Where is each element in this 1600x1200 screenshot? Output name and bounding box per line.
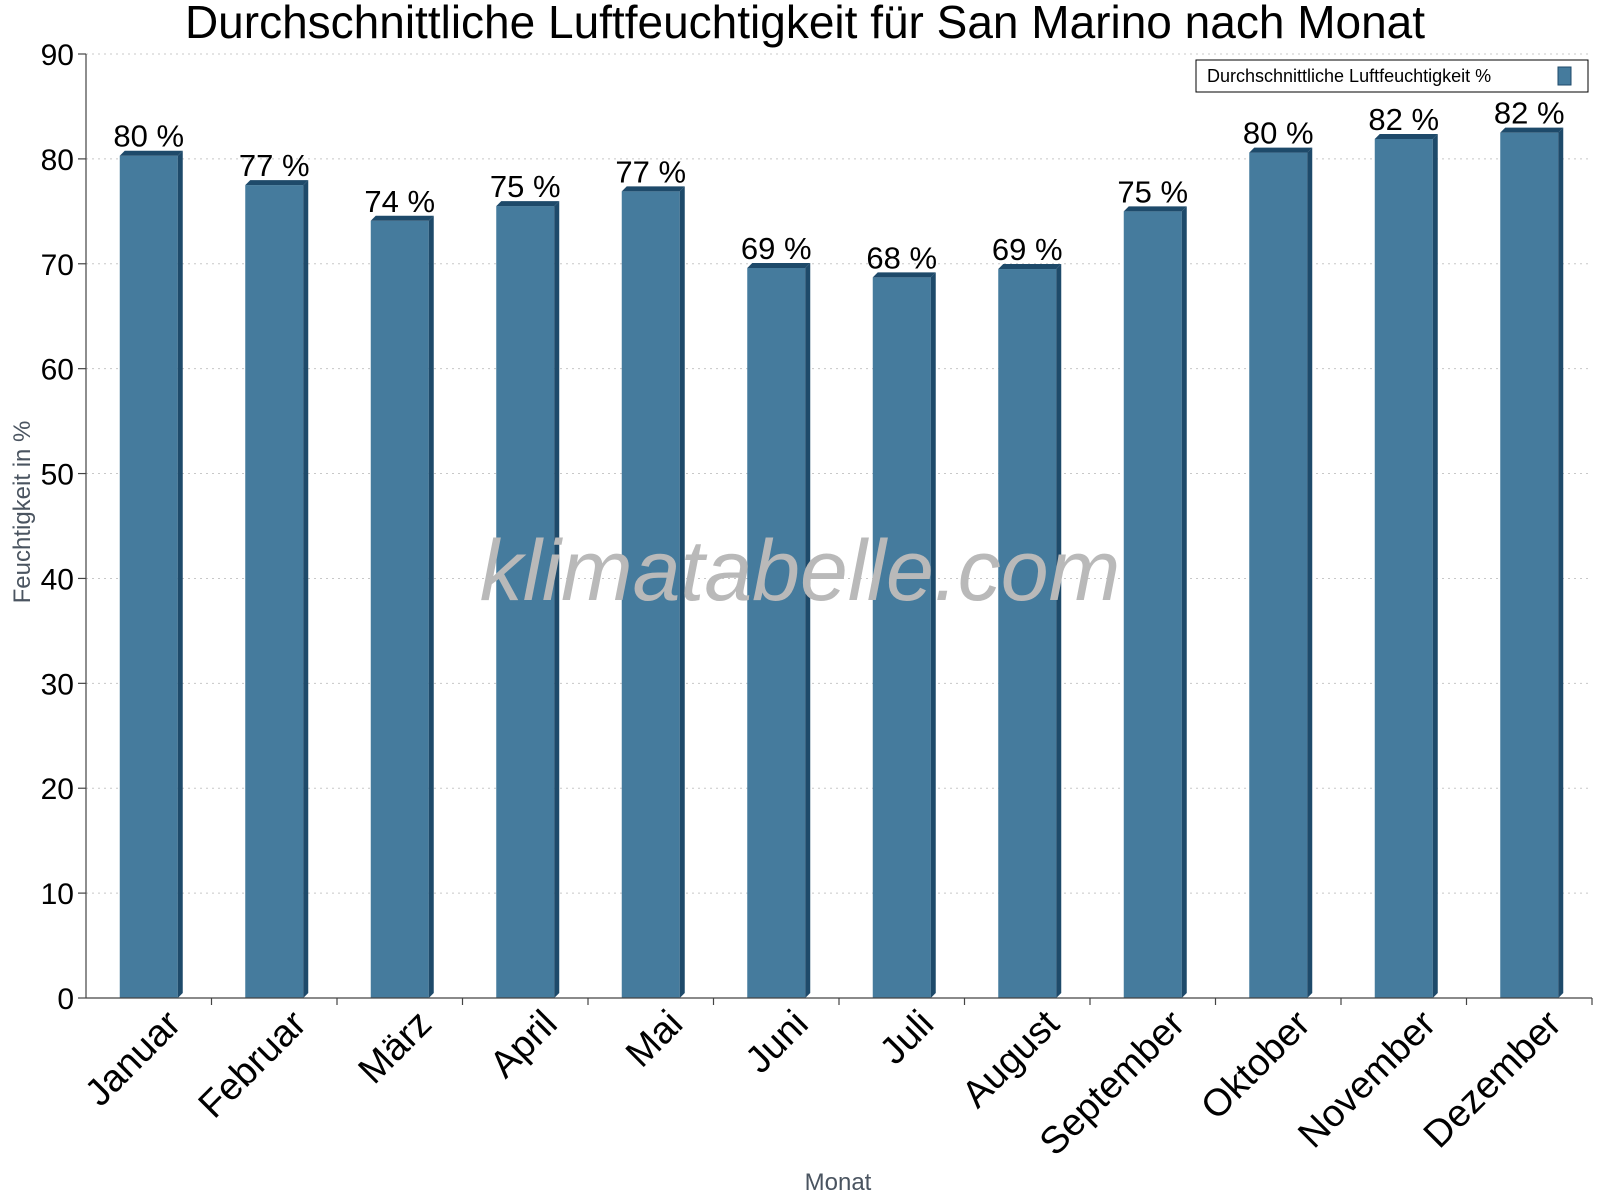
legend-label: Durchschnittliche Luftfeuchtigkeit % [1207, 66, 1491, 86]
x-axis-title: Monat [805, 1169, 872, 1196]
axis-layer: 0 10 20 30 40 50 60 70 80 90 [41, 39, 1593, 1016]
data-label: 75 % [490, 169, 561, 204]
bar-top [245, 180, 309, 186]
bar-side [1181, 206, 1187, 999]
bar-top [621, 186, 685, 192]
bar-side [679, 186, 685, 999]
data-label: 77 % [239, 148, 310, 183]
bar [621, 191, 680, 999]
bar-side [1307, 147, 1313, 998]
x-tick-label: Januar [77, 1002, 189, 1114]
bar-top [747, 262, 811, 268]
bar [872, 277, 931, 998]
bar-layer [119, 127, 1564, 999]
legend-swatch [1557, 66, 1572, 86]
data-label: 82 % [1494, 96, 1565, 131]
bar-side [177, 150, 183, 999]
bar [119, 155, 178, 999]
watermark: klimatabelle.com [480, 523, 1120, 619]
bar-top [119, 150, 183, 156]
bar-top [496, 201, 560, 207]
bar [370, 220, 429, 999]
bar-side [1558, 127, 1564, 998]
y-tick-label: 0 [57, 983, 74, 1016]
data-label: 80 % [1243, 116, 1314, 151]
x-tick-label: Juli [872, 1003, 942, 1073]
bar-side [1056, 264, 1062, 998]
data-label: 69 % [741, 231, 812, 266]
data-label: 74 % [364, 184, 435, 219]
y-axis-title: Feuchtigkeit in % [9, 421, 36, 604]
grid-layer [86, 53, 1592, 894]
bar [496, 206, 555, 999]
y-tick-label: 60 [41, 354, 74, 387]
bar-top [1123, 206, 1187, 212]
x-tick-label: Mai [618, 1003, 691, 1076]
bar-side [554, 201, 560, 999]
y-tick-label: 40 [41, 563, 74, 596]
bar-side [1432, 133, 1438, 998]
data-label: 69 % [992, 232, 1063, 267]
bar [1249, 152, 1308, 998]
bar-top [1500, 127, 1564, 133]
data-label: 82 % [1368, 102, 1439, 137]
y-tick-label: 80 [41, 144, 74, 177]
bar-top [1374, 133, 1438, 139]
data-label: 68 % [866, 240, 937, 275]
y-tick-label: 10 [41, 878, 74, 911]
y-tick-label: 90 [41, 39, 74, 72]
x-tick-label: März [351, 1003, 440, 1092]
bar [1374, 138, 1433, 998]
bar-top [998, 264, 1062, 270]
data-label: 80 % [113, 119, 184, 154]
data-label: 77 % [615, 154, 686, 189]
bar-side [428, 215, 434, 999]
y-tick-label: 50 [41, 459, 74, 492]
x-tick-label: August [954, 1002, 1068, 1116]
bar [245, 185, 304, 999]
x-tick-label: Dezember [1416, 1002, 1570, 1156]
legend-box [1195, 59, 1589, 93]
data-label: 75 % [1117, 174, 1188, 209]
bar-top [370, 215, 434, 221]
bar-top [872, 272, 936, 278]
bar [747, 267, 806, 998]
y-tick-label: 30 [41, 668, 74, 701]
bar [1500, 132, 1559, 998]
bar-side [303, 180, 309, 999]
bar [998, 269, 1057, 998]
x-tick-label: April [482, 1003, 565, 1086]
x-tick-label: Juni [738, 1003, 817, 1082]
chart-title: Durchschnittliche Luftfeuchtigkeit für S… [185, 0, 1425, 48]
y-tick-label: 20 [41, 773, 74, 806]
x-tick-label: Februar [191, 1002, 315, 1126]
y-tick-label: 70 [41, 249, 74, 282]
bar-side [930, 272, 936, 998]
legend: Durchschnittliche Luftfeuchtigkeit % [1195, 59, 1589, 93]
bar-top [1249, 147, 1313, 153]
bar [1123, 211, 1182, 999]
bar-side [805, 262, 811, 998]
x-tick-label: Oktober [1193, 1002, 1319, 1128]
